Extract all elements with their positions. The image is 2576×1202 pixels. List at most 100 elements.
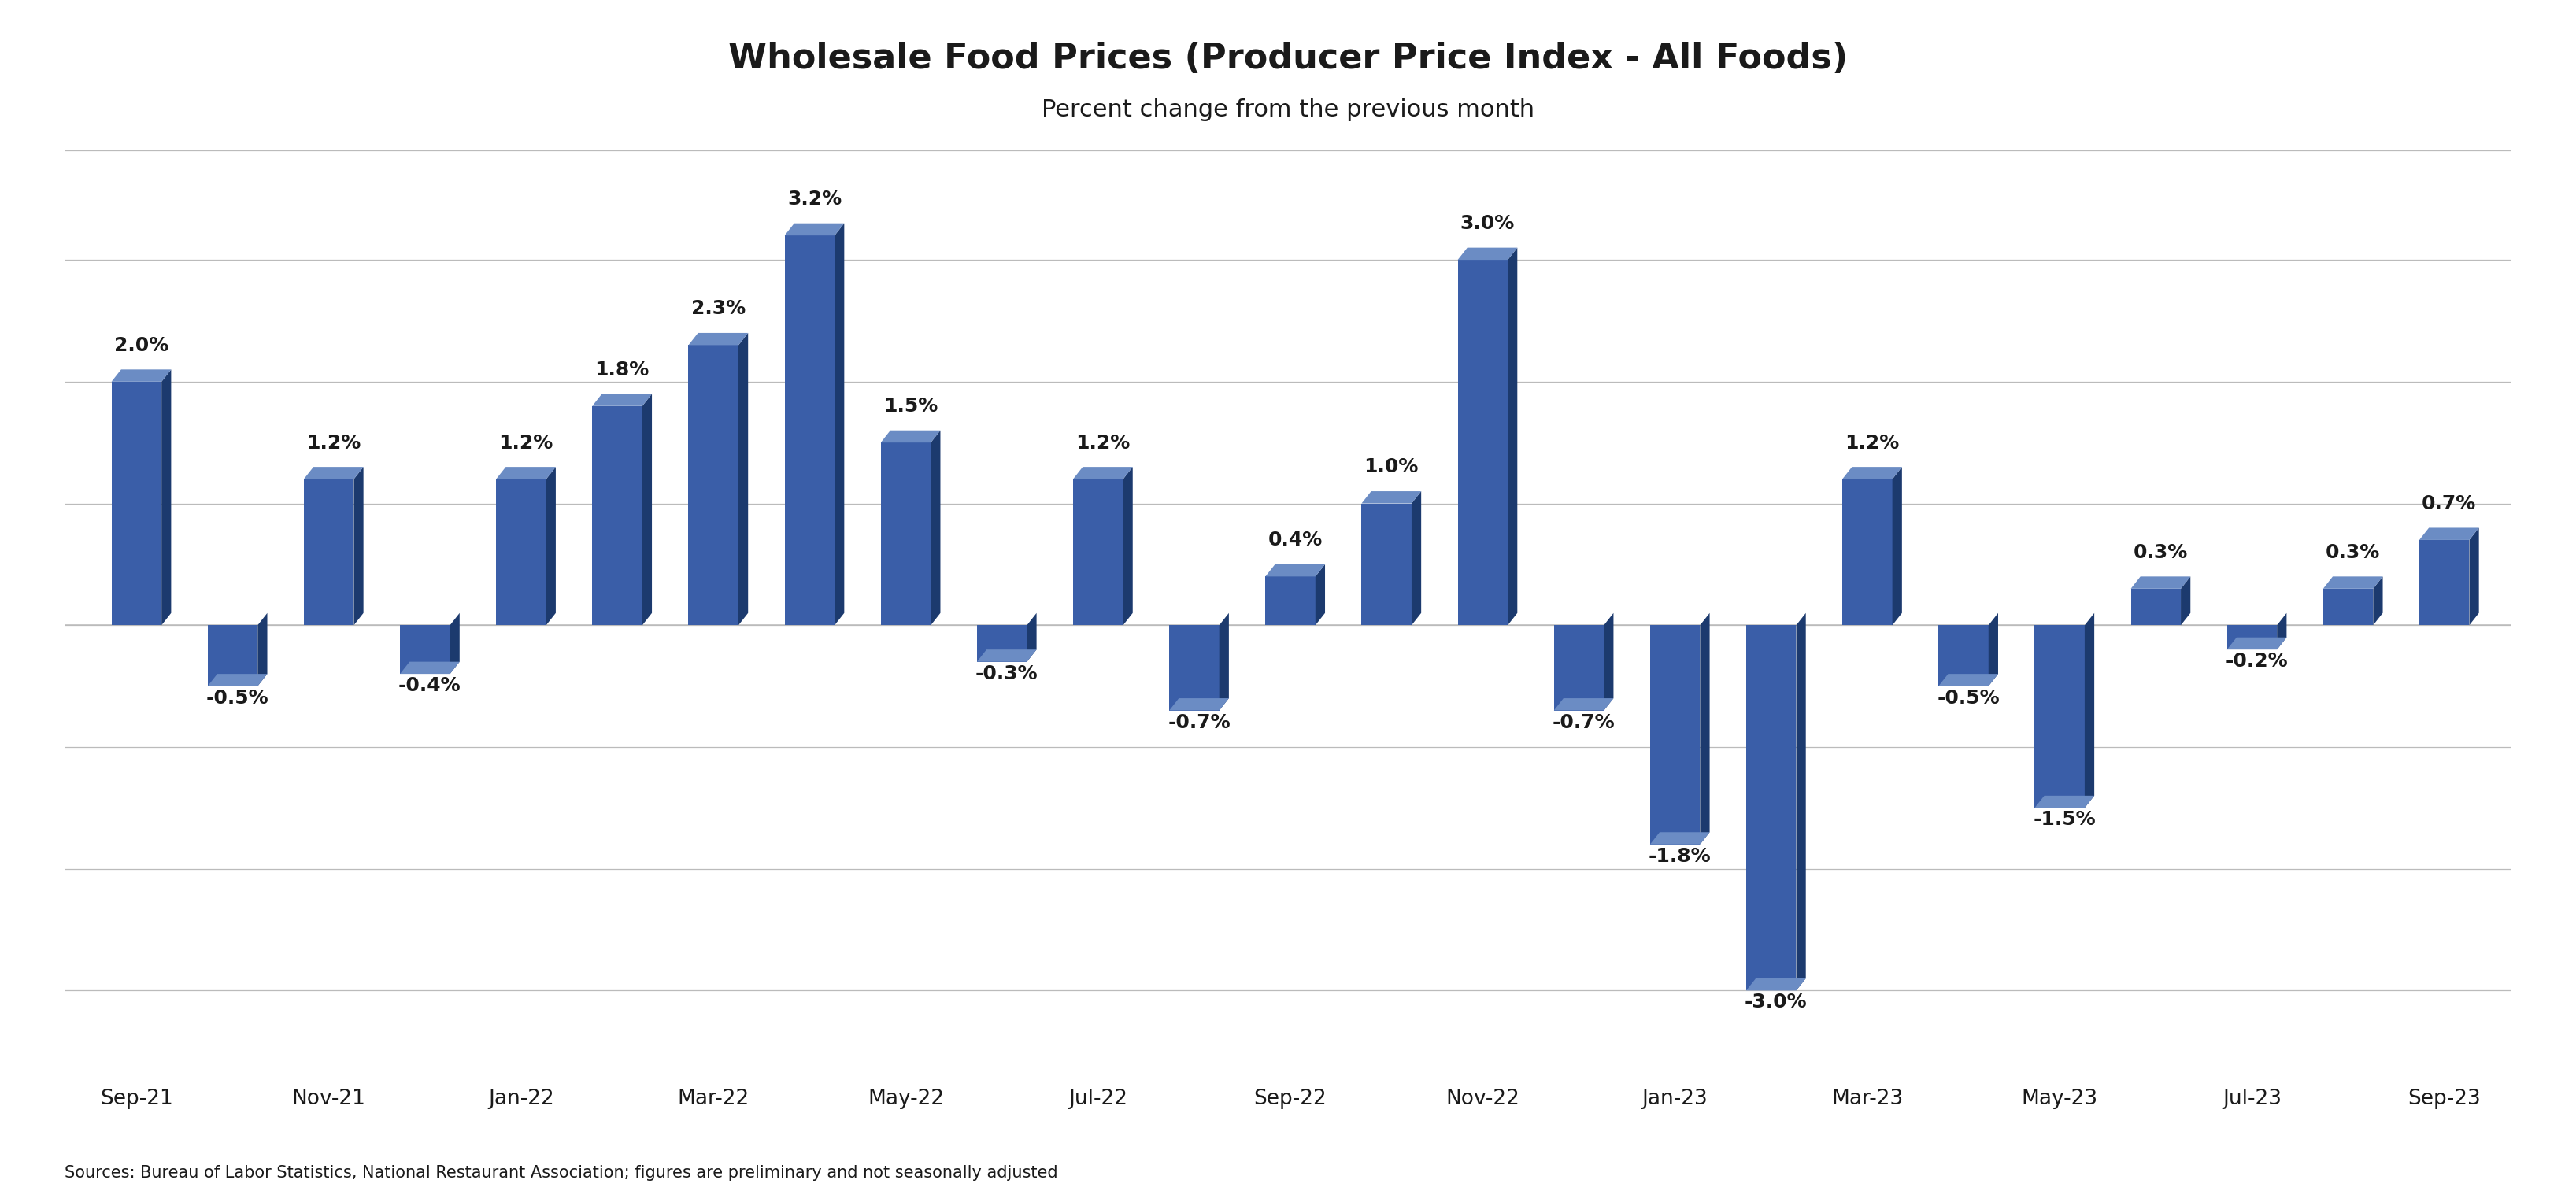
Polygon shape <box>786 236 835 625</box>
Polygon shape <box>1316 564 1324 625</box>
Polygon shape <box>451 613 459 674</box>
Polygon shape <box>209 625 258 686</box>
Polygon shape <box>1553 698 1613 710</box>
Polygon shape <box>1747 625 1795 990</box>
Polygon shape <box>786 224 845 236</box>
Polygon shape <box>688 333 747 345</box>
Text: 1.2%: 1.2% <box>500 434 554 452</box>
Text: -0.5%: -0.5% <box>206 689 268 708</box>
Polygon shape <box>1265 564 1324 577</box>
Polygon shape <box>1700 613 1710 844</box>
Polygon shape <box>2130 577 2190 589</box>
Polygon shape <box>1747 978 1806 990</box>
Polygon shape <box>2277 613 2287 649</box>
Text: 0.3%: 0.3% <box>2326 543 2380 561</box>
Polygon shape <box>592 394 652 406</box>
Polygon shape <box>2470 528 2478 625</box>
Polygon shape <box>1940 625 1989 686</box>
Text: -0.3%: -0.3% <box>976 665 1038 683</box>
Polygon shape <box>1940 674 1999 686</box>
Polygon shape <box>1363 504 1412 625</box>
Polygon shape <box>739 333 747 625</box>
Polygon shape <box>353 466 363 625</box>
Polygon shape <box>2035 796 2094 808</box>
Text: 1.2%: 1.2% <box>307 434 361 452</box>
Polygon shape <box>1123 466 1133 625</box>
Polygon shape <box>111 382 162 625</box>
Text: -0.5%: -0.5% <box>1937 689 1999 708</box>
Text: -0.4%: -0.4% <box>399 677 461 695</box>
Text: 0.3%: 0.3% <box>2133 543 2187 561</box>
Polygon shape <box>2228 637 2287 649</box>
Polygon shape <box>1458 260 1507 625</box>
Text: 1.8%: 1.8% <box>595 361 649 379</box>
Polygon shape <box>2035 625 2084 808</box>
Polygon shape <box>1795 613 1806 990</box>
Text: 0.4%: 0.4% <box>1267 531 1321 549</box>
Polygon shape <box>1074 480 1123 625</box>
Polygon shape <box>835 224 845 625</box>
Polygon shape <box>881 430 940 442</box>
Text: 0.7%: 0.7% <box>2421 494 2476 513</box>
Text: 2.0%: 2.0% <box>113 335 167 355</box>
Polygon shape <box>2228 625 2277 649</box>
Polygon shape <box>641 394 652 625</box>
Polygon shape <box>304 466 363 480</box>
Polygon shape <box>930 430 940 625</box>
Polygon shape <box>2324 577 2383 589</box>
Polygon shape <box>976 625 1028 662</box>
Polygon shape <box>1842 466 1901 480</box>
Polygon shape <box>1553 625 1605 710</box>
Polygon shape <box>1028 613 1036 662</box>
Text: 1.5%: 1.5% <box>884 397 938 416</box>
Polygon shape <box>2084 613 2094 808</box>
Polygon shape <box>1170 698 1229 710</box>
Text: Sources: Bureau of Labor Statistics, National Restaurant Association; figures ar: Sources: Bureau of Labor Statistics, Nat… <box>64 1165 1059 1180</box>
Polygon shape <box>2324 589 2372 625</box>
Polygon shape <box>497 466 556 480</box>
Text: -0.2%: -0.2% <box>2226 651 2287 671</box>
Polygon shape <box>1893 466 1901 625</box>
Text: 1.2%: 1.2% <box>1077 434 1131 452</box>
Text: 1.0%: 1.0% <box>1365 458 1419 477</box>
Text: -0.7%: -0.7% <box>1167 713 1231 732</box>
Polygon shape <box>2372 577 2383 625</box>
Polygon shape <box>2419 540 2470 625</box>
Polygon shape <box>2419 528 2478 540</box>
Text: -0.7%: -0.7% <box>1553 713 1615 732</box>
Text: -1.5%: -1.5% <box>2032 810 2097 829</box>
Polygon shape <box>1605 613 1613 710</box>
Polygon shape <box>497 480 546 625</box>
Polygon shape <box>1363 492 1422 504</box>
Polygon shape <box>688 345 739 625</box>
Polygon shape <box>592 406 641 625</box>
Text: 1.2%: 1.2% <box>1844 434 1899 452</box>
Polygon shape <box>976 649 1036 662</box>
Polygon shape <box>1074 466 1133 480</box>
Polygon shape <box>1651 625 1700 844</box>
Polygon shape <box>258 613 268 686</box>
Polygon shape <box>546 466 556 625</box>
Polygon shape <box>2182 577 2190 625</box>
Polygon shape <box>1170 625 1218 710</box>
Text: 2.3%: 2.3% <box>690 299 744 319</box>
Polygon shape <box>111 369 170 382</box>
Polygon shape <box>1412 492 1422 625</box>
Polygon shape <box>2130 589 2182 625</box>
Polygon shape <box>399 662 459 674</box>
Polygon shape <box>162 369 170 625</box>
Polygon shape <box>209 674 268 686</box>
Text: 3.0%: 3.0% <box>1461 214 1515 233</box>
Polygon shape <box>304 480 353 625</box>
Polygon shape <box>1265 577 1316 625</box>
Polygon shape <box>1989 613 1999 686</box>
Text: -1.8%: -1.8% <box>1649 847 1710 865</box>
Text: 3.2%: 3.2% <box>788 190 842 209</box>
Text: Wholesale Food Prices (Producer Price Index - All Foods): Wholesale Food Prices (Producer Price In… <box>729 42 1847 76</box>
Polygon shape <box>881 442 930 625</box>
Polygon shape <box>1458 248 1517 260</box>
Text: Percent change from the previous month: Percent change from the previous month <box>1041 99 1535 121</box>
Polygon shape <box>1842 480 1893 625</box>
Polygon shape <box>399 625 451 674</box>
Polygon shape <box>1507 248 1517 625</box>
